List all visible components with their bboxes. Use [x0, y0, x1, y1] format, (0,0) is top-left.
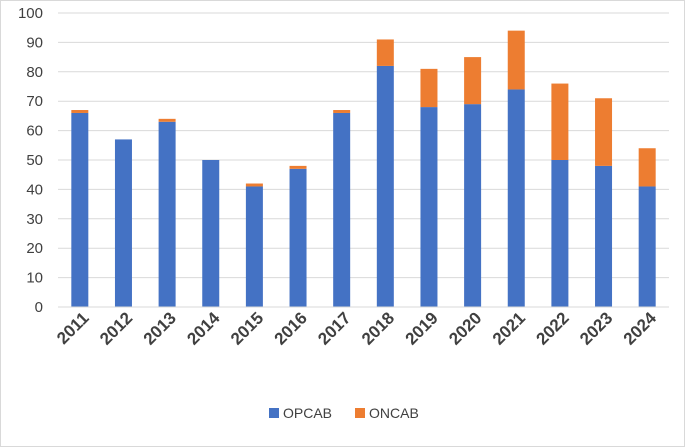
x-tick-label: 2017 [314, 308, 354, 348]
bar-opcab-2014 [202, 160, 220, 307]
legend-swatch-opcab [269, 408, 279, 418]
y-tick-label: 70 [26, 93, 43, 110]
bar-opcab-2017 [333, 112, 351, 308]
bar-oncab-2013 [158, 118, 176, 122]
legend: OPCAB ONCAB [269, 405, 419, 421]
x-tick-label: 2014 [183, 308, 224, 349]
x-tick-label: 2022 [533, 308, 573, 348]
y-tick-label: 10 [26, 270, 43, 287]
y-tick-label: 60 [26, 123, 43, 140]
bar-opcab-2013 [158, 121, 176, 307]
bar-opcab-2022 [551, 160, 569, 307]
bars [71, 30, 656, 308]
x-tick-label: 2013 [140, 308, 180, 348]
bar-oncab-2022 [551, 83, 569, 160]
x-tick-label: 2016 [271, 308, 311, 348]
bar-oncab-2019 [420, 68, 438, 108]
y-tick-label: 30 [26, 211, 43, 228]
y-tick-label: 50 [26, 152, 43, 169]
bar-oncab-2017 [333, 110, 351, 113]
legend-label-opcab: OPCAB [283, 405, 332, 421]
bar-oncab-2011 [71, 110, 89, 113]
y-tick-label: 20 [26, 240, 43, 257]
legend-swatch-oncab [355, 408, 365, 418]
x-tick-label: 2023 [576, 308, 616, 348]
bar-oncab-2024 [638, 148, 656, 187]
bar-oncab-2021 [507, 30, 525, 90]
y-tick-label: 90 [26, 34, 43, 51]
y-axis-ticks: 0 10 20 30 40 50 60 70 80 90 100 [18, 5, 43, 316]
x-tick-label: 2018 [358, 308, 398, 348]
x-tick-label: 2011 [53, 308, 93, 348]
bar-opcab-2018 [376, 65, 394, 307]
bar-opcab-2024 [638, 186, 656, 307]
x-tick-label: 2012 [96, 308, 136, 348]
bar-opcab-2011 [71, 112, 89, 308]
y-tick-label: 100 [18, 5, 43, 22]
y-tick-label: 40 [26, 181, 43, 198]
gridlines [58, 12, 669, 279]
x-tick-label: 2024 [620, 308, 661, 349]
bar-oncab-2018 [376, 39, 394, 66]
legend-label-oncab: ONCAB [369, 405, 419, 421]
bar-opcab-2021 [507, 89, 525, 307]
bar-opcab-2020 [464, 104, 482, 307]
bar-opcab-2015 [245, 186, 263, 307]
bar-opcab-2012 [114, 139, 132, 307]
bar-oncab-2015 [245, 183, 263, 187]
bar-opcab-2016 [289, 168, 307, 307]
bar-opcab-2023 [595, 165, 613, 307]
bar-opcab-2019 [420, 107, 438, 307]
x-tick-label: 2021 [489, 308, 529, 348]
x-tick-label: 2015 [227, 308, 267, 348]
x-axis-ticks: 2011 2012 2013 2014 2015 2016 2017 2018 2019 2020… [53, 308, 660, 349]
bar-oncab-2023 [595, 98, 613, 166]
y-tick-label: 0 [35, 299, 43, 316]
bar-oncab-2020 [464, 57, 482, 105]
bar-oncab-2016 [289, 165, 307, 169]
x-tick-label: 2019 [402, 308, 442, 348]
x-tick-label: 2020 [445, 308, 485, 348]
y-tick-label: 80 [26, 64, 43, 81]
